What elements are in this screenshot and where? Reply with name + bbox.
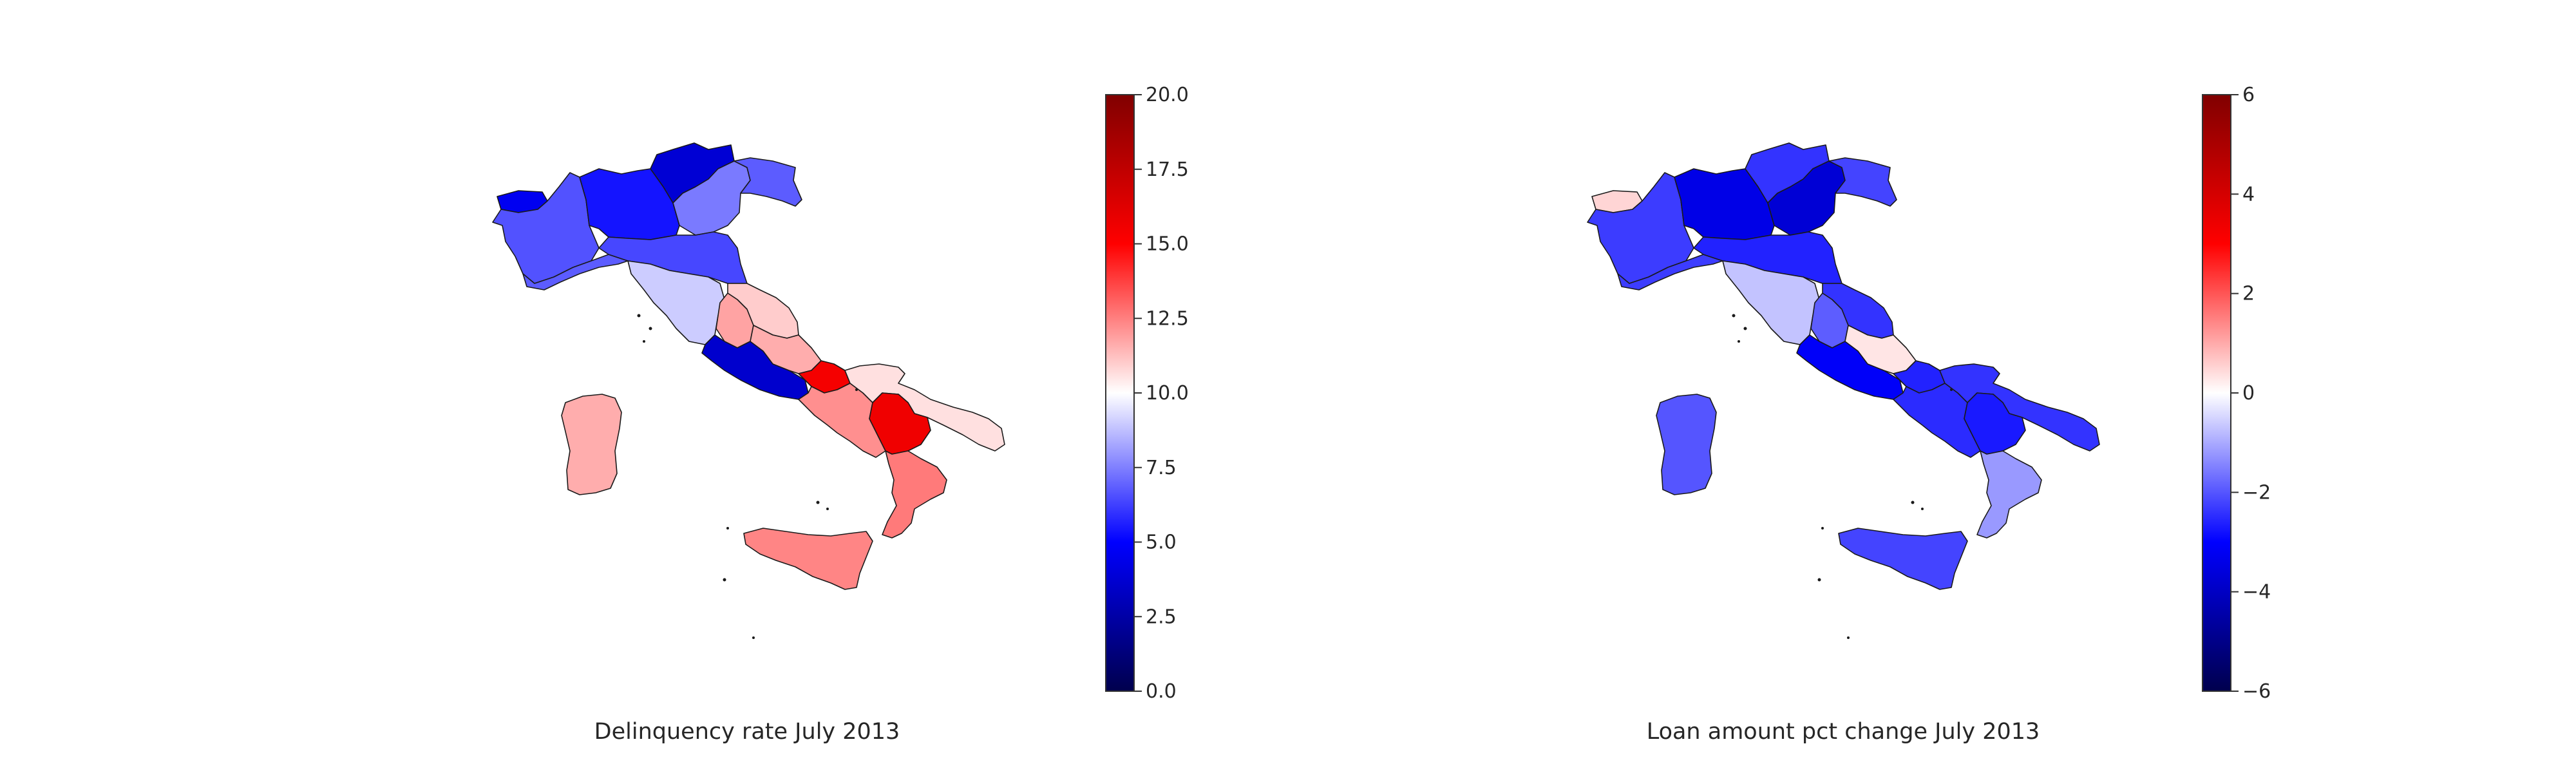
colorbar-tick-label: 2.5 bbox=[1146, 606, 1177, 628]
colorbar-tick-label: 17.5 bbox=[1146, 158, 1189, 181]
colorbar-right-gradient bbox=[2202, 95, 2231, 691]
colorbar-left-gradient bbox=[1106, 95, 1134, 691]
colorbar-tick-label: 15.0 bbox=[1146, 233, 1189, 256]
colorbar-tick-label: 4 bbox=[2242, 183, 2255, 205]
region-sicilia bbox=[1838, 528, 1968, 590]
region-sardegna bbox=[561, 394, 622, 495]
colorbar-tick-label: −4 bbox=[2242, 581, 2271, 604]
colorbar-tick-label: 6 bbox=[2242, 84, 2255, 106]
colorbar-tick-label: 0 bbox=[2242, 382, 2255, 405]
small-islands bbox=[637, 314, 858, 639]
region-lazio bbox=[701, 334, 809, 400]
colorbar-tick-label: 0.0 bbox=[1146, 680, 1177, 703]
right-map-title: Loan amount pct change July 2013 bbox=[1647, 719, 2040, 745]
loan-change-map bbox=[1587, 142, 2100, 639]
delinquency-map bbox=[492, 142, 1005, 639]
region-piemonte bbox=[1587, 172, 1694, 284]
region-friuli bbox=[1828, 157, 1897, 207]
colorbar-tick-label: −6 bbox=[2242, 680, 2271, 703]
left-map-title: Delinquency rate July 2013 bbox=[594, 719, 900, 745]
region-sardegna bbox=[1656, 394, 1717, 495]
small-islands bbox=[1732, 314, 1953, 639]
region-basilicata bbox=[1964, 392, 2026, 455]
colorbar-right: −6 −4 −2 0 2 4 6 bbox=[2202, 84, 2271, 703]
colorbar-right-ticks: −6 −4 −2 0 2 4 6 bbox=[2231, 84, 2271, 703]
colorbar-tick-label: 20.0 bbox=[1146, 84, 1189, 106]
colorbar-tick-label: 10.0 bbox=[1146, 382, 1189, 405]
region-lombardia bbox=[579, 168, 680, 240]
region-piemonte bbox=[492, 172, 600, 284]
region-friuli bbox=[734, 157, 802, 207]
region-calabria bbox=[1976, 450, 2042, 539]
region-sicilia bbox=[743, 528, 873, 590]
colorbar-tick-label: 5.0 bbox=[1146, 531, 1177, 554]
region-lazio bbox=[1796, 334, 1904, 400]
region-calabria bbox=[882, 450, 947, 539]
colorbar-tick-label: 7.5 bbox=[1146, 457, 1177, 479]
region-basilicata bbox=[869, 392, 931, 455]
colorbar-tick-label: 2 bbox=[2242, 283, 2255, 305]
colorbar-left-ticks: 0.0 2.5 5.0 7.5 10.0 12.5 15.0 17.5 20.0 bbox=[1134, 84, 1189, 703]
colorbar-left: 0.0 2.5 5.0 7.5 10.0 12.5 15.0 17.5 20.0 bbox=[1105, 84, 1189, 703]
colorbar-tick-label: −2 bbox=[2242, 481, 2271, 504]
region-liguria bbox=[522, 254, 629, 291]
region-lombardia bbox=[1674, 168, 1775, 240]
region-liguria bbox=[1617, 254, 1723, 291]
colorbar-tick-label: 12.5 bbox=[1146, 307, 1189, 330]
